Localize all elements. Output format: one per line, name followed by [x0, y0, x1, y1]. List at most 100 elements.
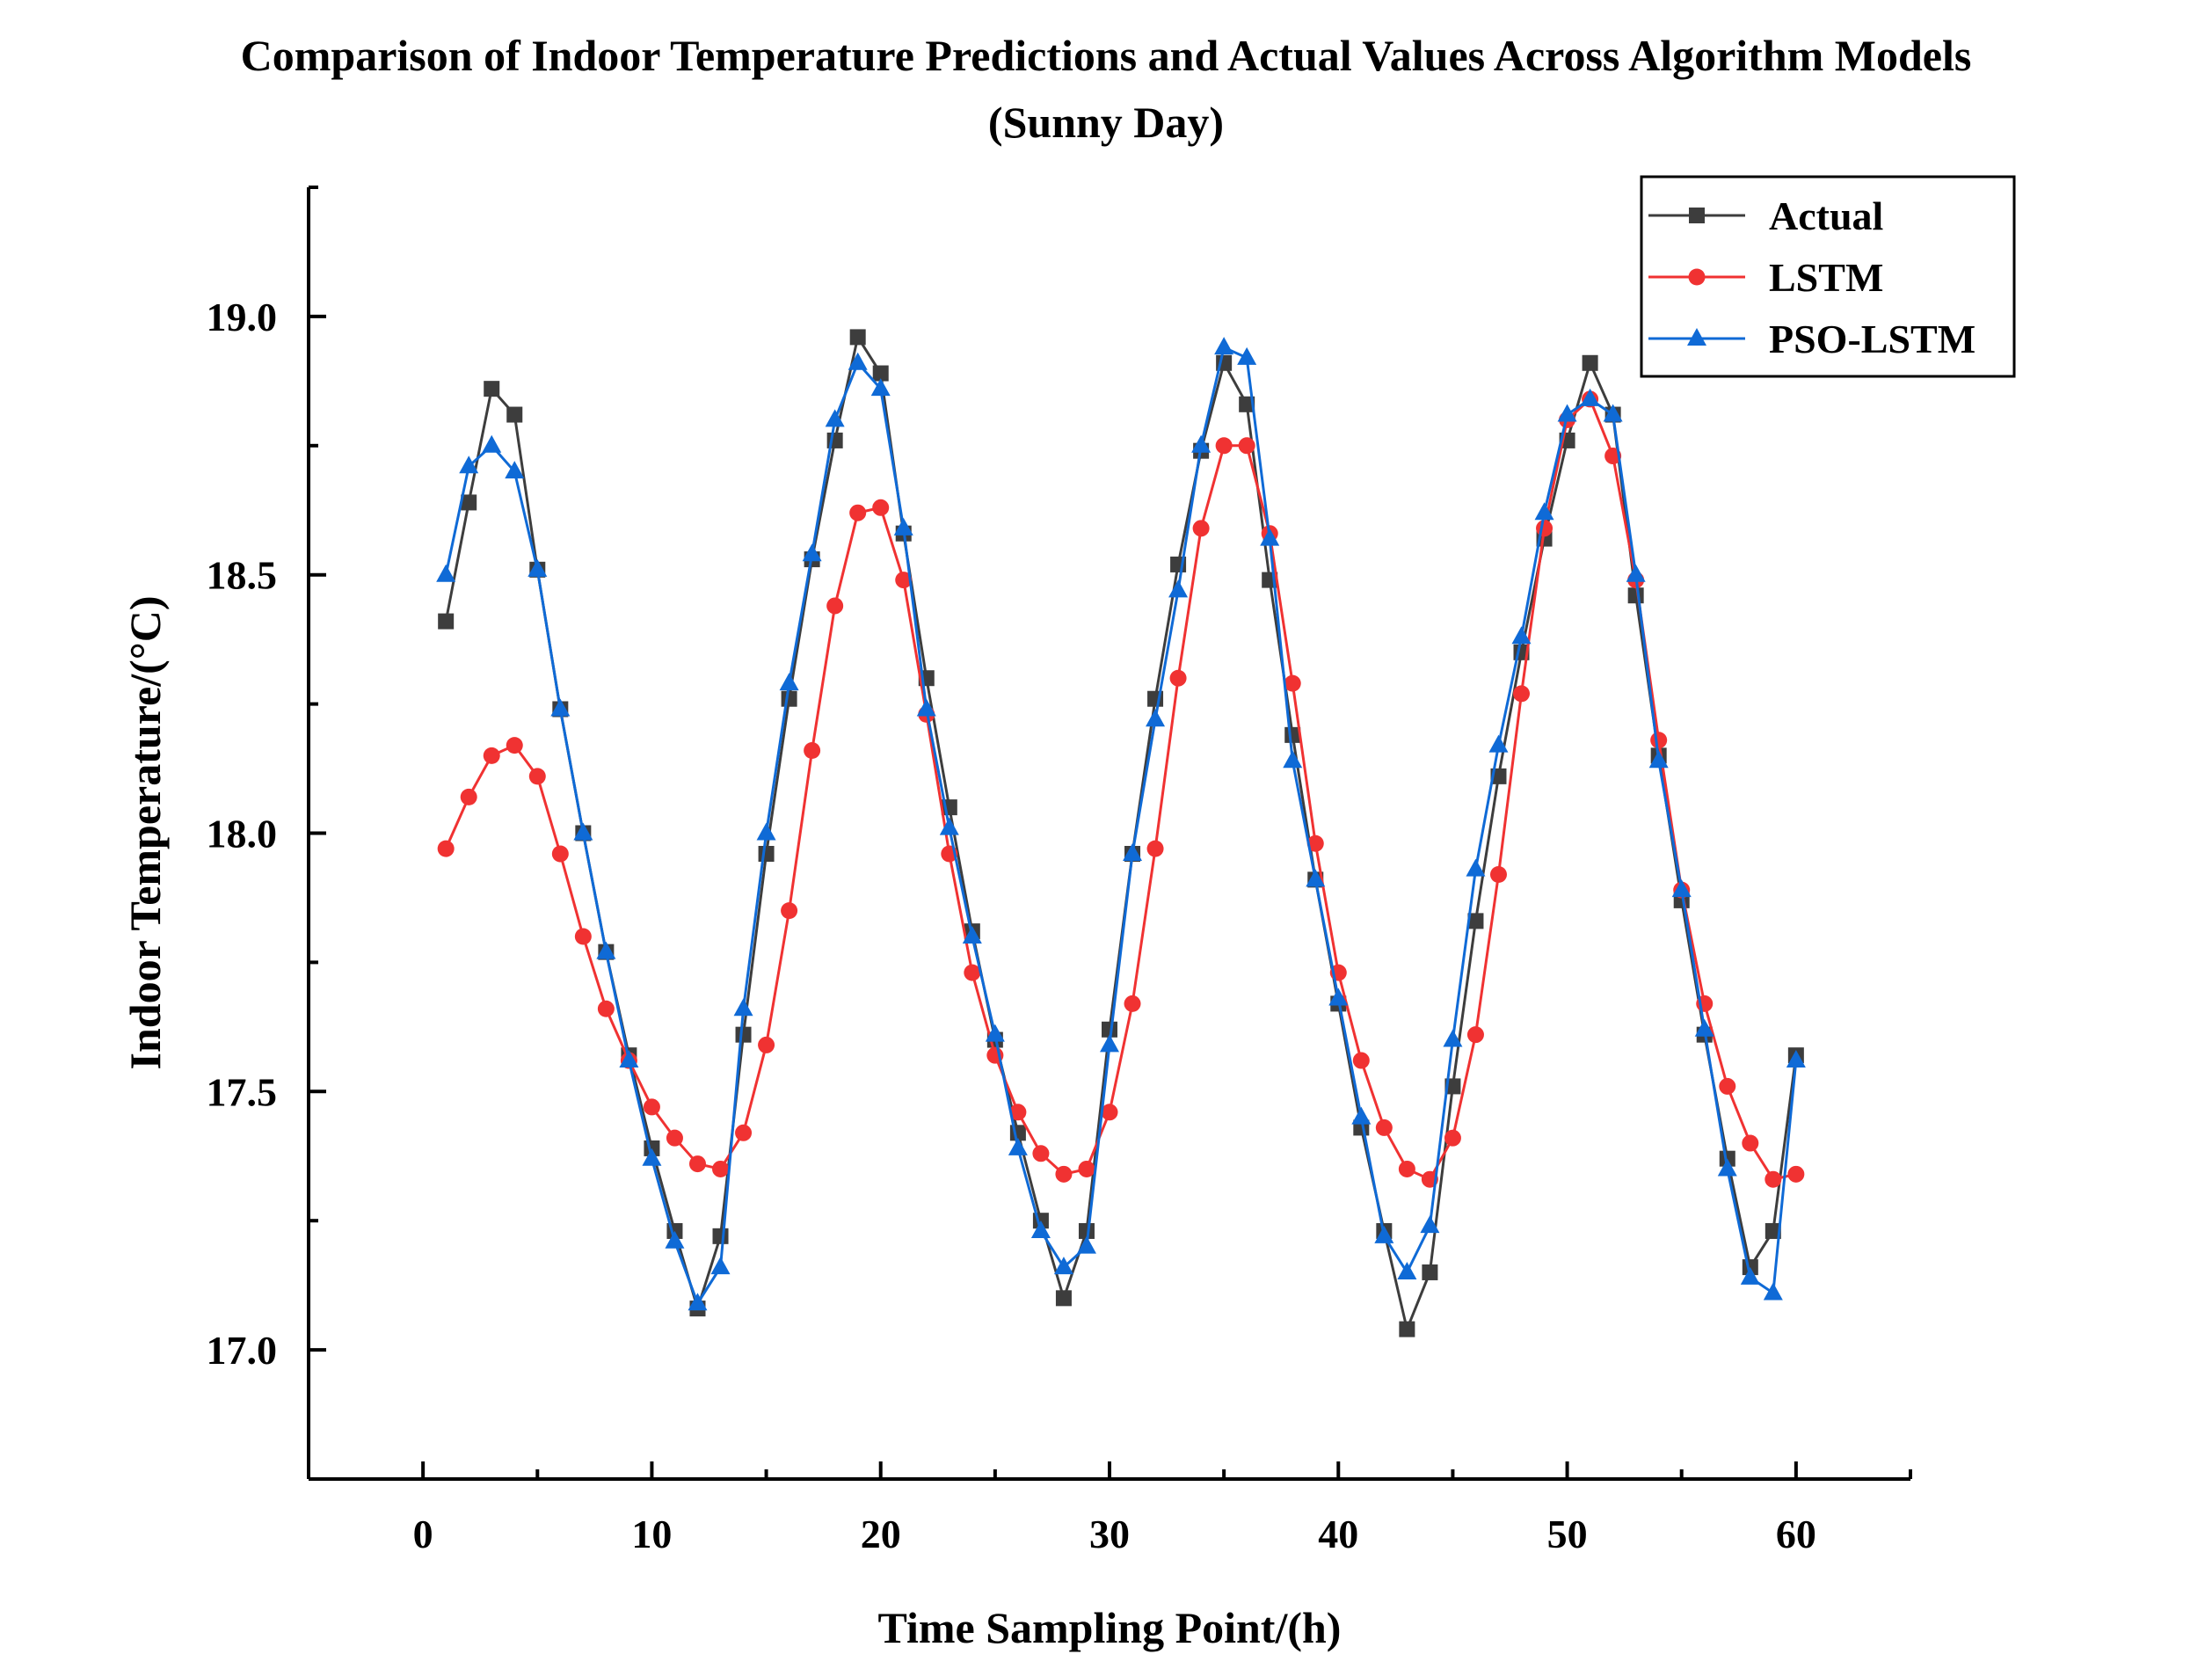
- data-point-lstm: [1787, 1165, 1805, 1183]
- data-point-lstm: [1513, 685, 1531, 703]
- y-tick-label: 18.5: [207, 553, 278, 598]
- y-axis-label: Indoor Temperature/(°C): [120, 596, 170, 1070]
- data-point-pso-lstm: [505, 461, 525, 479]
- data-point-lstm: [712, 1160, 730, 1177]
- data-point-pso-lstm: [1100, 1034, 1119, 1053]
- data-point-lstm: [804, 741, 821, 759]
- data-point-pso-lstm: [1260, 528, 1280, 546]
- data-point-pso-lstm: [1214, 337, 1234, 355]
- data-point-lstm: [781, 902, 798, 920]
- data-point-pso-lstm: [1076, 1235, 1096, 1254]
- series-line-lstm: [444, 397, 1797, 1182]
- series-actual: [438, 329, 1804, 1337]
- data-point-lstm: [1055, 1165, 1073, 1183]
- data-point-pso-lstm: [688, 1293, 708, 1311]
- data-point-pso-lstm: [962, 926, 982, 944]
- data-point-pso-lstm: [1763, 1282, 1783, 1301]
- data-point-lstm: [666, 1129, 683, 1147]
- data-point-pso-lstm: [1191, 434, 1212, 453]
- data-point-actual: [735, 1026, 752, 1043]
- data-point-pso-lstm: [1488, 734, 1509, 753]
- data-point-lstm: [1192, 520, 1210, 537]
- data-point-lstm: [1466, 1026, 1484, 1044]
- data-point-pso-lstm: [1123, 843, 1143, 862]
- legend-marker-pso-lstm: [1687, 328, 1706, 346]
- data-point-pso-lstm: [1397, 1261, 1417, 1279]
- x-tick-label: 30: [1089, 1512, 1130, 1556]
- data-point-pso-lstm: [1694, 1018, 1714, 1037]
- data-point-pso-lstm: [1511, 626, 1532, 645]
- data-point-actual: [712, 1228, 729, 1244]
- data-point-pso-lstm: [779, 673, 799, 691]
- data-point-pso-lstm: [1786, 1050, 1806, 1068]
- data-point-pso-lstm: [573, 822, 593, 841]
- data-point-lstm: [1444, 1129, 1461, 1147]
- data-point-pso-lstm: [528, 558, 548, 577]
- legend-label-pso-lstm: PSO-LSTM: [1769, 317, 1976, 361]
- data-point-lstm: [1398, 1160, 1415, 1177]
- data-point-pso-lstm: [1306, 869, 1326, 887]
- data-point-actual: [461, 494, 477, 511]
- data-point-pso-lstm: [1603, 404, 1623, 422]
- data-point-lstm: [597, 1000, 615, 1017]
- data-point-pso-lstm: [1420, 1215, 1440, 1234]
- data-point-lstm: [1284, 674, 1301, 692]
- data-point-lstm: [826, 597, 844, 615]
- x-tick-label: 10: [631, 1512, 672, 1556]
- data-point-actual: [758, 846, 775, 863]
- data-point-actual: [1765, 1222, 1781, 1239]
- legend-marker-lstm: [1688, 268, 1706, 286]
- data-point-actual: [849, 329, 866, 346]
- x-tick-label: 50: [1547, 1512, 1588, 1556]
- data-point-pso-lstm: [619, 1050, 639, 1068]
- data-point-lstm: [895, 572, 913, 589]
- data-point-lstm: [1306, 834, 1324, 852]
- data-point-lstm: [528, 768, 546, 785]
- data-point-actual: [506, 406, 523, 423]
- data-point-lstm: [643, 1098, 660, 1116]
- series-pso-lstm: [436, 337, 1806, 1311]
- data-point-actual: [1055, 1290, 1072, 1307]
- data-point-lstm: [758, 1036, 775, 1053]
- data-point-lstm: [849, 504, 867, 521]
- data-point-pso-lstm: [802, 543, 822, 562]
- data-point-pso-lstm: [1283, 750, 1303, 769]
- data-point-lstm: [1169, 669, 1187, 687]
- data-point-lstm: [1124, 995, 1141, 1012]
- data-point-lstm: [1101, 1104, 1118, 1121]
- data-point-lstm: [1009, 1104, 1027, 1121]
- data-point-pso-lstm: [550, 698, 571, 717]
- data-point-pso-lstm: [436, 564, 456, 582]
- data-point-lstm: [1650, 732, 1668, 749]
- legend-label-actual: Actual: [1769, 193, 1883, 238]
- data-point-lstm: [1352, 1052, 1370, 1069]
- data-point-pso-lstm: [1671, 879, 1692, 898]
- data-point-lstm: [1719, 1077, 1736, 1095]
- data-point-pso-lstm: [1374, 1225, 1394, 1243]
- data-point-pso-lstm: [710, 1257, 731, 1275]
- y-tick-label: 18.0: [207, 812, 278, 856]
- series-layer: [436, 329, 1806, 1337]
- y-tick-label: 17.0: [207, 1328, 278, 1373]
- data-point-pso-lstm: [939, 817, 959, 835]
- chart-title: Comparison of Indoor Temperature Predict…: [240, 31, 1972, 80]
- data-point-lstm: [574, 928, 592, 945]
- data-point-pso-lstm: [1328, 987, 1349, 1006]
- series-line-actual: [444, 333, 1798, 1334]
- data-point-pso-lstm: [733, 998, 753, 1017]
- data-point-actual: [438, 613, 455, 630]
- data-point-lstm: [1742, 1134, 1759, 1152]
- data-point-actual: [1627, 587, 1644, 604]
- data-point-lstm: [1215, 437, 1233, 455]
- data-point-lstm: [1765, 1170, 1782, 1188]
- data-point-pso-lstm: [1053, 1257, 1073, 1275]
- data-point-lstm: [872, 499, 890, 516]
- legend-label-lstm: LSTM: [1769, 255, 1883, 300]
- data-point-pso-lstm: [642, 1148, 662, 1166]
- data-point-pso-lstm: [1717, 1158, 1737, 1177]
- data-point-actual: [1102, 1021, 1117, 1038]
- axes: 0 10 20 30 40 50 60 17.0 17.5 18.0 18.5 19.0: [207, 186, 1912, 1556]
- data-point-actual: [1582, 354, 1598, 371]
- data-point-actual: [484, 381, 500, 397]
